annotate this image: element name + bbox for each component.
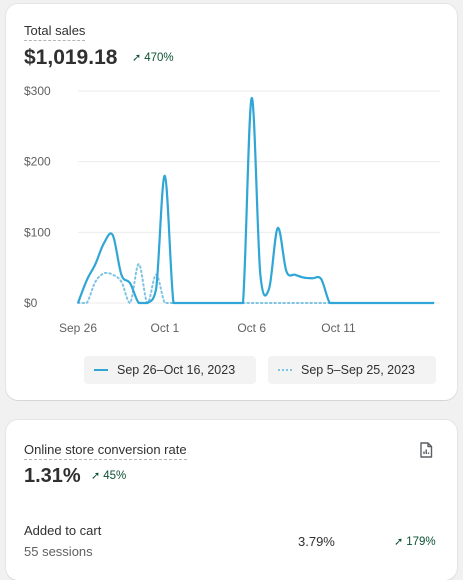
total-sales-card: Total sales $1,019.18 ➚ 470% $0 $100 $200 $… [6, 4, 457, 400]
sales-line-chart: $0 $100 $200 $300 Sep 26 Oct 1 Oct 6 Oct 11 [24, 84, 440, 335]
legend-current-label: Sep 26–Oct 16, 2023 [117, 363, 236, 377]
legend-solid-line-icon [94, 369, 108, 371]
arrow-up-right-icon: ➚ [91, 469, 101, 482]
conversion-rate-card: Online store conversion rate 1.31% ➚ 45%… [6, 420, 457, 580]
x-tick-label: Sep 26 [59, 321, 97, 335]
x-tick-label: Oct 6 [237, 321, 266, 335]
legend-previous-period[interactable]: Sep 5–Sep 25, 2023 [268, 356, 436, 384]
legend-previous-label: Sep 5–Sep 25, 2023 [301, 363, 415, 377]
arrow-up-right-icon: ➚ [394, 535, 404, 548]
added-to-cart-sessions: 55 sessions [24, 544, 93, 559]
x-tick-label: Oct 11 [321, 321, 356, 335]
legend-dotted-line-icon [278, 369, 292, 371]
added-to-cart-rate: 3.79% [298, 534, 335, 549]
legend-current-period[interactable]: Sep 26–Oct 16, 2023 [84, 356, 256, 384]
arrow-up-right-icon: ➚ [132, 51, 142, 64]
conversion-rate-title[interactable]: Online store conversion rate [24, 442, 187, 460]
added-to-cart-label: Added to cart [24, 523, 102, 538]
series-line-current [76, 96, 434, 305]
conversion-rate-delta-value: 45% [103, 470, 127, 482]
x-tick-label: Oct 1 [150, 321, 179, 335]
total-sales-delta-value: 470% [144, 52, 174, 64]
report-file-icon[interactable] [419, 442, 433, 458]
y-tick-label: $100 [24, 225, 51, 239]
conversion-rate-value: 1.31% [24, 465, 81, 487]
total-sales-delta: ➚ 470% [132, 52, 174, 64]
y-tick-label: $300 [24, 84, 51, 98]
y-tick-label: $0 [24, 296, 38, 310]
added-to-cart-delta-value: 179% [406, 536, 436, 548]
added-to-cart-delta: ➚ 179% [394, 536, 436, 548]
total-sales-title[interactable]: Total sales [24, 23, 86, 41]
total-sales-value: $1,019.18 [24, 46, 118, 69]
y-tick-label: $200 [24, 155, 51, 169]
conversion-rate-delta: ➚ 45% [91, 470, 126, 482]
